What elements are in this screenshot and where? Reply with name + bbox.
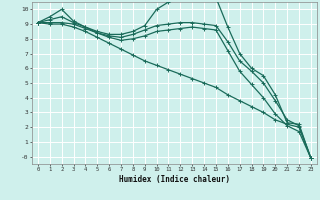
X-axis label: Humidex (Indice chaleur): Humidex (Indice chaleur) [119, 175, 230, 184]
